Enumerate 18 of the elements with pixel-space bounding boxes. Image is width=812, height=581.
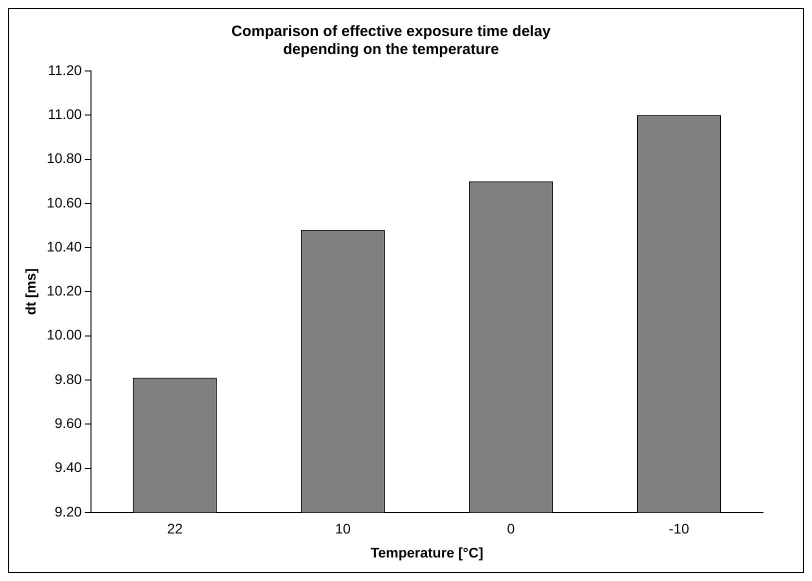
y-tick-label: 9.20 <box>54 503 82 520</box>
x-tick-label: 0 <box>507 520 516 537</box>
x-axis-title: Temperature [°C] <box>370 544 484 560</box>
y-tick-label: 10.40 <box>46 238 82 254</box>
y-tick-label: 9.40 <box>54 459 82 476</box>
y-tick-label: 10.80 <box>46 150 82 166</box>
x-tick-label: 10 <box>335 520 351 537</box>
chart-title: Comparison of effective exposure time delay depending on the temperature <box>231 23 552 58</box>
x-tick-label: -10 <box>668 520 690 537</box>
y-tick-label: 10.20 <box>46 282 82 299</box>
y-axis-title: dt [ms] <box>22 268 38 316</box>
y-tick-label: 9.80 <box>54 370 82 387</box>
y-tick-label: 10.00 <box>46 326 82 343</box>
y-tick-label: 9.60 <box>54 414 82 431</box>
y-tick-label: 11.00 <box>48 106 82 122</box>
y-tick-label: 10.60 <box>46 194 82 210</box>
y-tick-label: 11.20 <box>48 62 82 78</box>
x-tick-label: 22 <box>167 520 183 537</box>
